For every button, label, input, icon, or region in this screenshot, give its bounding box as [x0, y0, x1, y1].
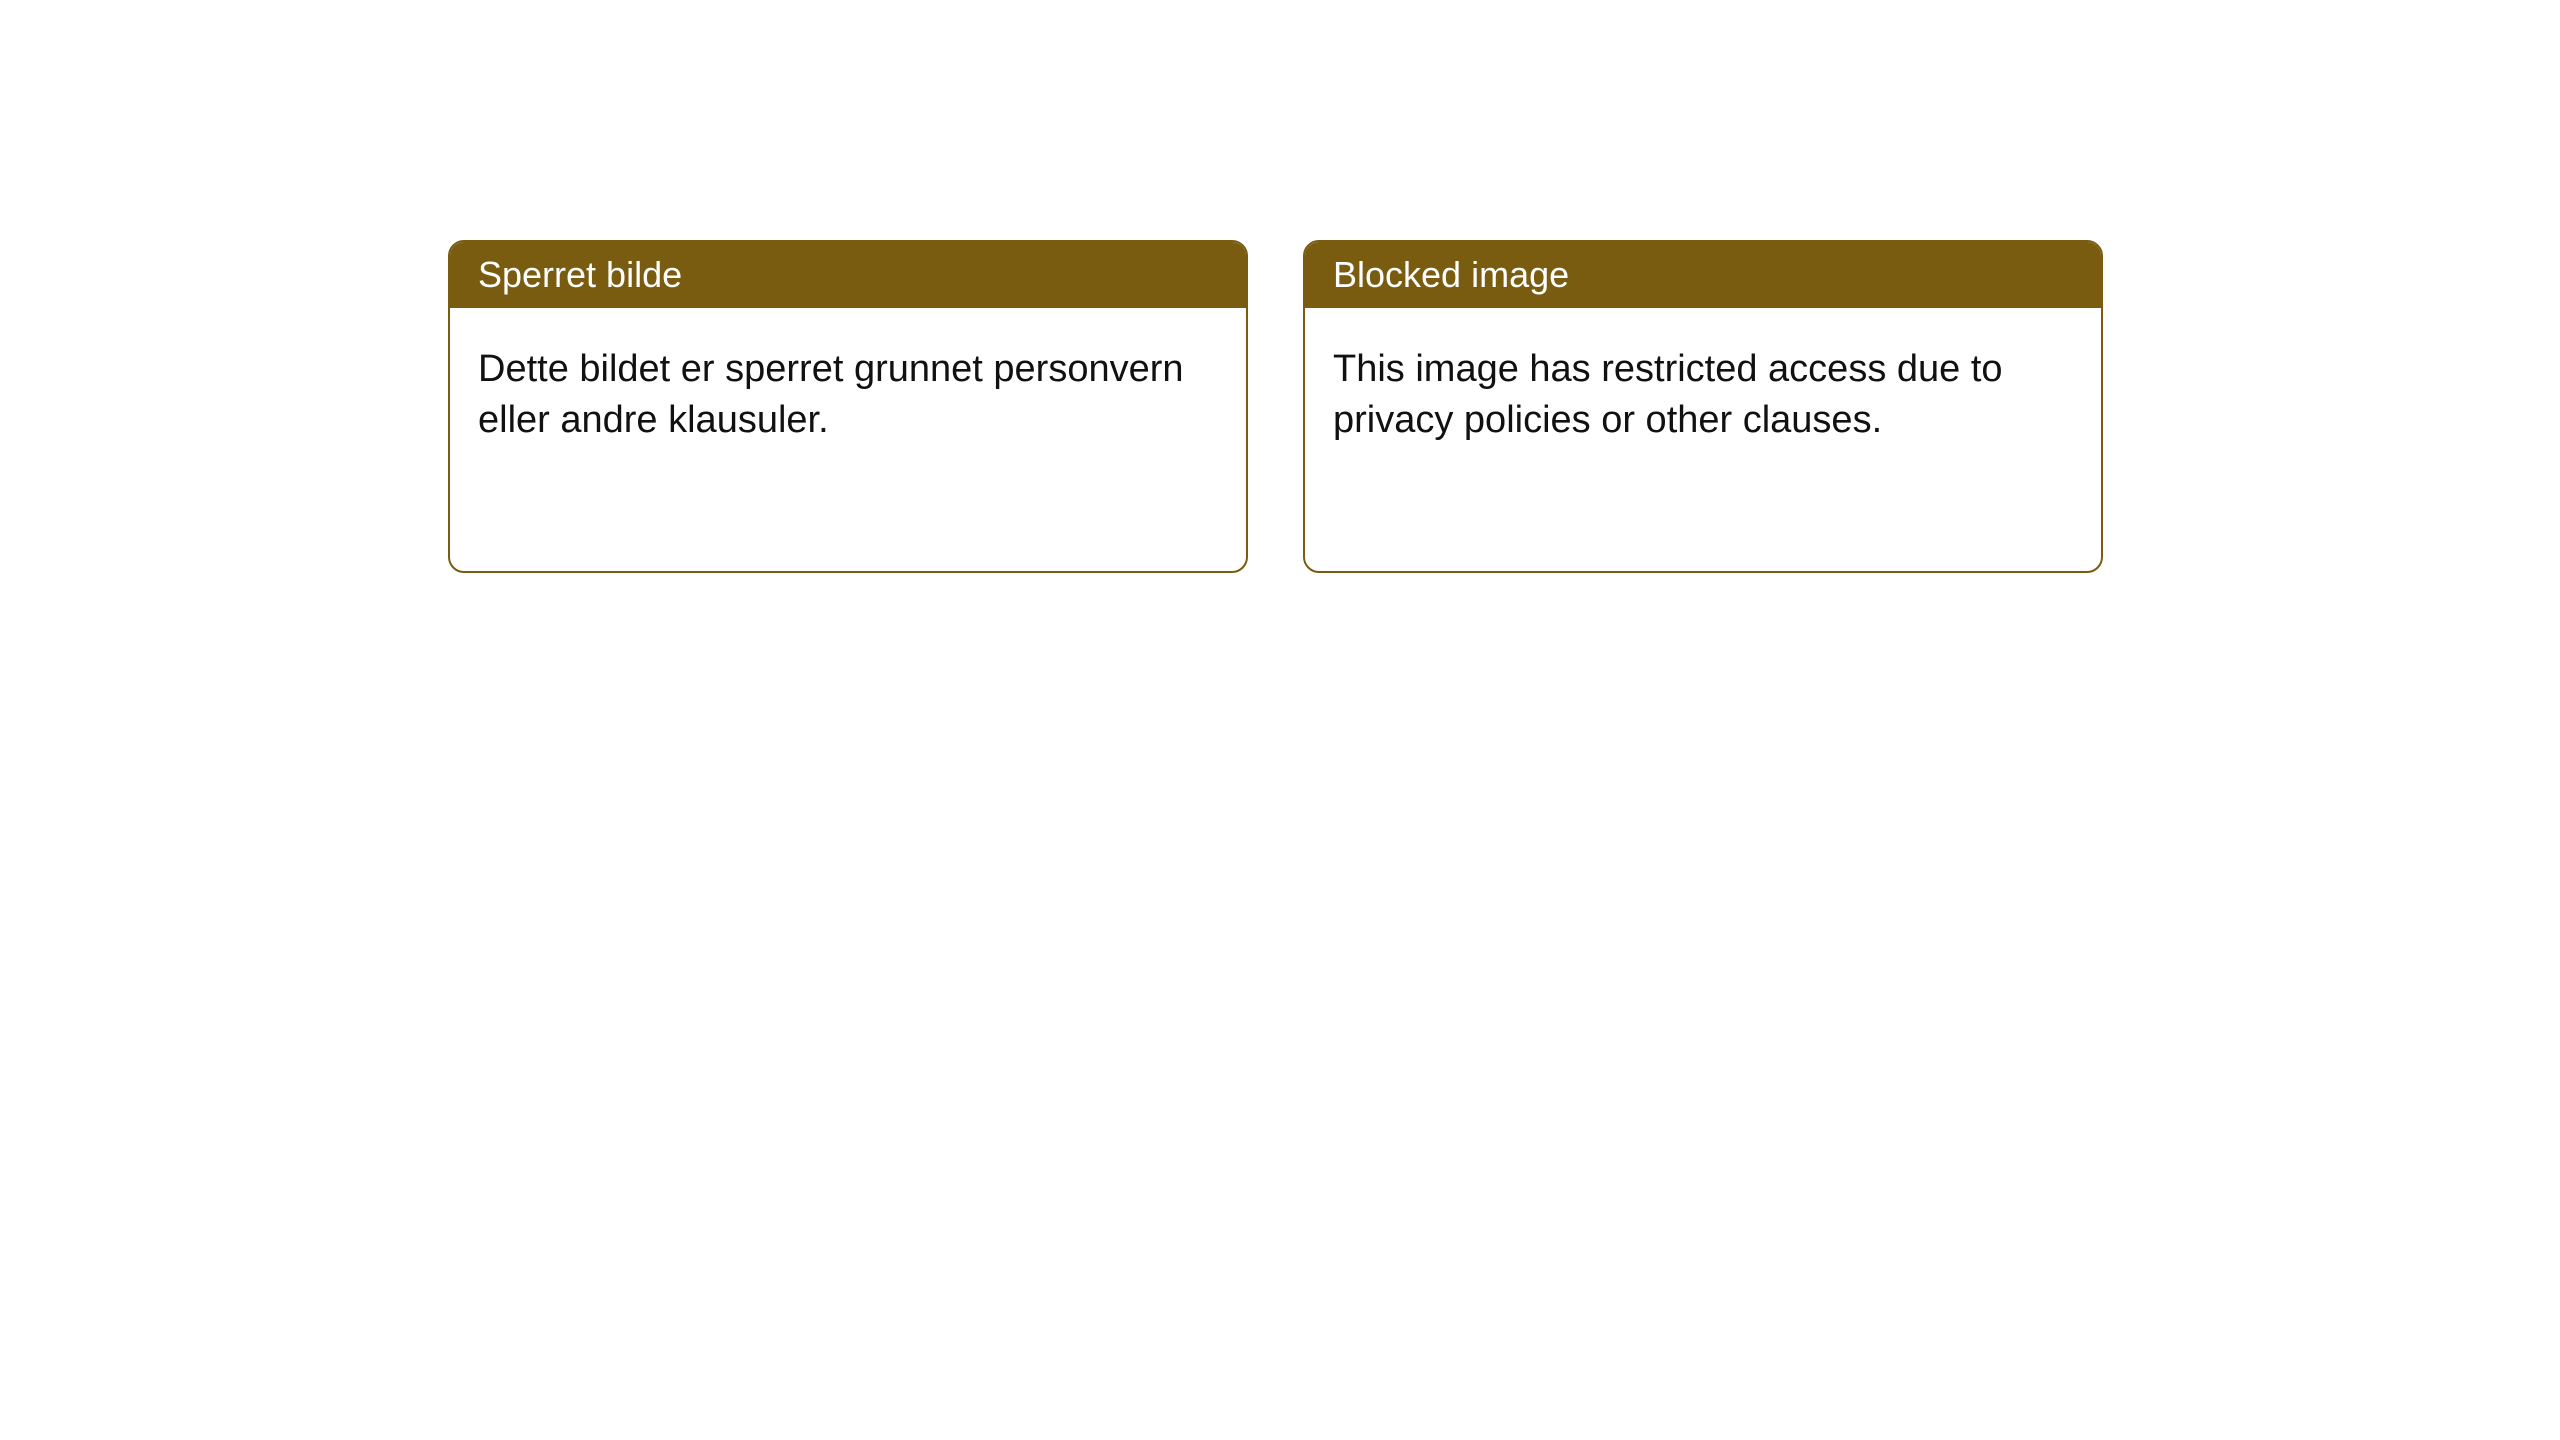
notice-box-norwegian: Sperret bilde Dette bildet er sperret gr… [448, 240, 1248, 573]
notice-body-english: This image has restricted access due to … [1305, 308, 2101, 483]
notices-container: Sperret bilde Dette bildet er sperret gr… [0, 0, 2560, 573]
notice-title-english: Blocked image [1305, 242, 2101, 308]
notice-body-norwegian: Dette bildet er sperret grunnet personve… [450, 308, 1246, 483]
notice-title-norwegian: Sperret bilde [450, 242, 1246, 308]
notice-box-english: Blocked image This image has restricted … [1303, 240, 2103, 573]
